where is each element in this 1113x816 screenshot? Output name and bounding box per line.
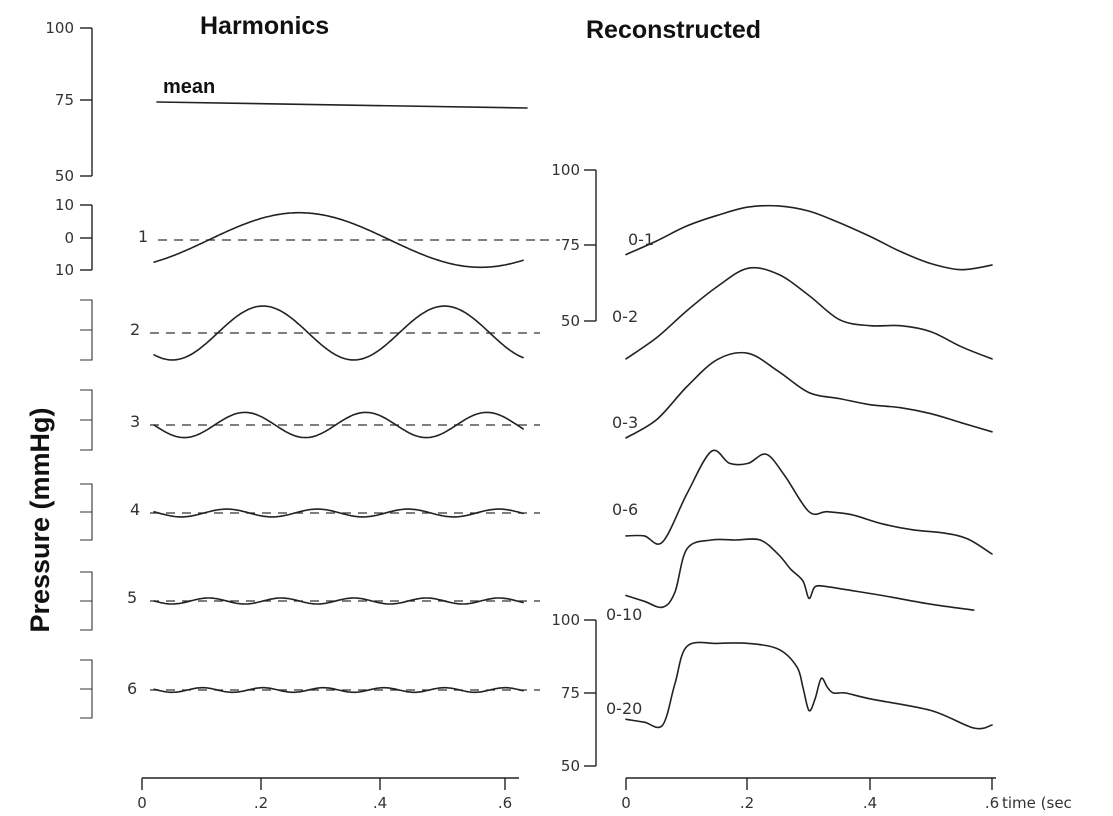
h-xtick-6: .6 — [498, 794, 512, 812]
rec-label-0-3: 0-3 — [612, 413, 638, 432]
rec-label-0-1: 0-1 — [628, 230, 654, 249]
rec-lower-tick-100: 100 — [551, 611, 580, 629]
harmonic-label-2: 2 — [130, 320, 140, 339]
reconstructed-lower-axis: 100 75 50 — [551, 611, 597, 775]
harmonic-6-curve — [153, 686, 524, 694]
reconstructed-upper-axis: 100 75 50 — [551, 161, 597, 330]
r-xtick-4: .4 — [863, 794, 877, 812]
harmonic-bracket-axes — [80, 299, 93, 719]
harmonic-1-axis: 10 0 10 — [55, 196, 93, 279]
r-xtick-6: .6 — [985, 794, 999, 812]
reconstructed-plot — [625, 204, 993, 730]
reconstructed-0-3-curve — [625, 351, 993, 439]
rec-upper-tick-50: 50 — [561, 312, 580, 330]
harmonic-label-3: 3 — [130, 412, 140, 431]
reconstructed-x-axis: 0 .2 .4 .6 time (sec — [621, 777, 1072, 812]
h-xtick-0: 0 — [137, 794, 147, 812]
time-axis-label: time (sec — [1002, 794, 1072, 812]
reconstructed-0-10-curve — [625, 538, 975, 611]
rec-label-0-2: 0-2 — [612, 307, 638, 326]
h1-tick-bottom: 10 — [55, 261, 74, 279]
harmonic-5-curve — [153, 597, 524, 605]
harmonics-title: Harmonics — [200, 12, 329, 40]
rec-label-0-6: 0-6 — [612, 500, 638, 519]
rec-lower-tick-50: 50 — [561, 757, 580, 775]
reconstructed-0-1-curve — [625, 204, 993, 271]
r-xtick-0: 0 — [621, 794, 631, 812]
mean-label: mean — [163, 76, 215, 98]
mean-axis: 100 75 50 — [45, 19, 93, 185]
harmonic-label-1: 1 — [138, 227, 148, 246]
rec-upper-tick-100: 100 — [551, 161, 580, 179]
mean-tick-75: 75 — [55, 91, 74, 109]
h-xtick-4: .4 — [373, 794, 387, 812]
harmonics-x-axis: 0 .2 .4 .6 — [137, 777, 519, 812]
harmonic-label-6: 6 — [127, 679, 137, 698]
h-xtick-2: .2 — [254, 794, 268, 812]
harmonic-4-curve — [153, 508, 524, 518]
rec-lower-tick-75: 75 — [561, 684, 580, 702]
h1-tick-zero: 0 — [64, 229, 74, 247]
rec-label-0-20: 0-20 — [606, 699, 642, 718]
reconstructed-title: Reconstructed — [586, 16, 761, 44]
harmonics-plot — [150, 211, 540, 694]
y-axis-label: Pressure (mmHg) — [25, 407, 55, 632]
harmonic-1-curve — [153, 211, 524, 269]
h1-tick-top: 10 — [55, 196, 74, 214]
mean-line — [156, 101, 528, 109]
mean-tick-50: 50 — [55, 167, 74, 185]
harmonic-2-curve — [153, 305, 524, 361]
rec-upper-tick-75: 75 — [561, 236, 580, 254]
reconstructed-0-20-curve — [625, 641, 993, 730]
harmonic-label-5: 5 — [127, 588, 137, 607]
mean-tick-100: 100 — [45, 19, 74, 37]
reconstructed-0-6-curve — [625, 449, 993, 555]
rec-label-0-10: 0-10 — [606, 605, 642, 624]
harmonic-3-curve — [153, 411, 524, 439]
r-xtick-2: .2 — [740, 794, 754, 812]
harmonic-label-4: 4 — [130, 500, 140, 519]
reconstructed-0-2-curve — [625, 266, 993, 360]
